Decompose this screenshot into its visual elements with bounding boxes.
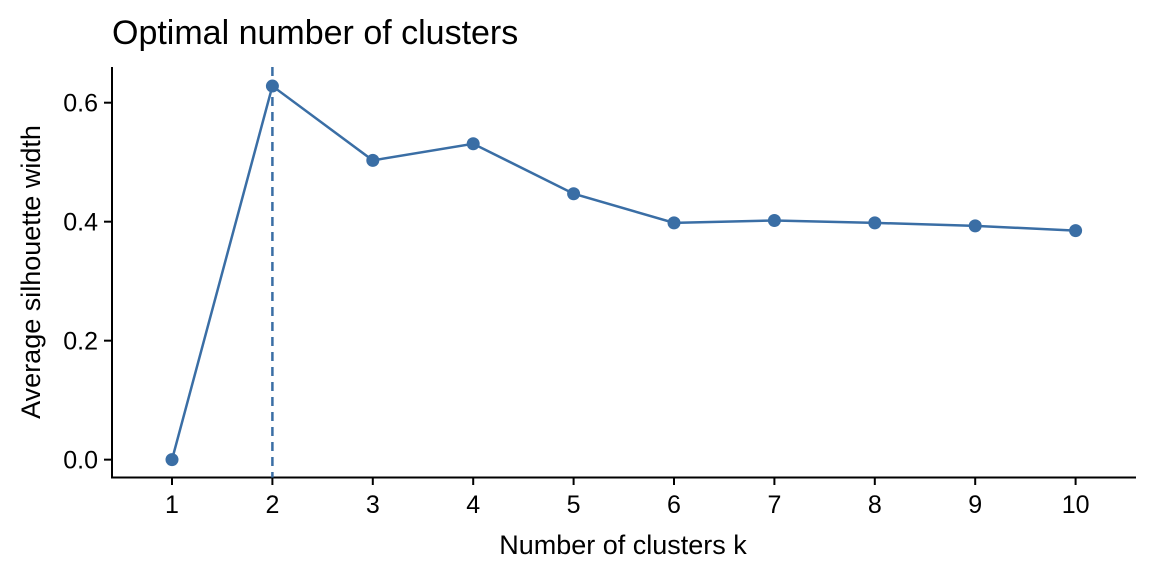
y-tick-label: 0.6 [63,90,98,118]
y-tick-label: 0.2 [63,328,98,356]
x-tick-label: 3 [366,491,380,519]
data-point-k1 [165,453,179,467]
data-point-k5 [567,187,581,201]
x-tick-label: 2 [265,491,279,519]
y-axis-ticks: 0.0 0.2 0.4 0.6 [63,90,112,475]
data-point-k2 [265,79,279,93]
data-point-k3 [366,153,380,167]
x-tick-label: 4 [466,491,480,519]
x-tick-label: 9 [968,491,982,519]
x-tick-label: 5 [567,491,581,519]
data-point-k4 [466,137,480,151]
x-axis-title: Number of clusters k [499,530,747,560]
series-group [170,83,1076,460]
data-point-k8 [868,216,882,230]
x-tick-label: 1 [165,491,179,519]
x-tick-label: 8 [868,491,882,519]
data-point-k9 [968,219,982,233]
y-tick-label: 0.0 [63,447,98,475]
data-points [165,79,1083,467]
x-axis-ticks: 1 2 3 4 5 6 7 8 9 10 [165,477,1090,519]
chart-title: Optimal number of clusters [112,14,518,52]
silhouette-series-line [170,83,1076,460]
data-point-k7 [767,213,781,227]
y-axis-title: Average silhouette width [16,125,46,419]
data-point-k6 [667,216,681,230]
x-tick-label: 7 [767,491,781,519]
x-tick-label: 6 [667,491,681,519]
y-tick-label: 0.4 [63,209,98,237]
data-point-k10 [1069,224,1083,238]
x-tick-label: 10 [1062,491,1090,519]
